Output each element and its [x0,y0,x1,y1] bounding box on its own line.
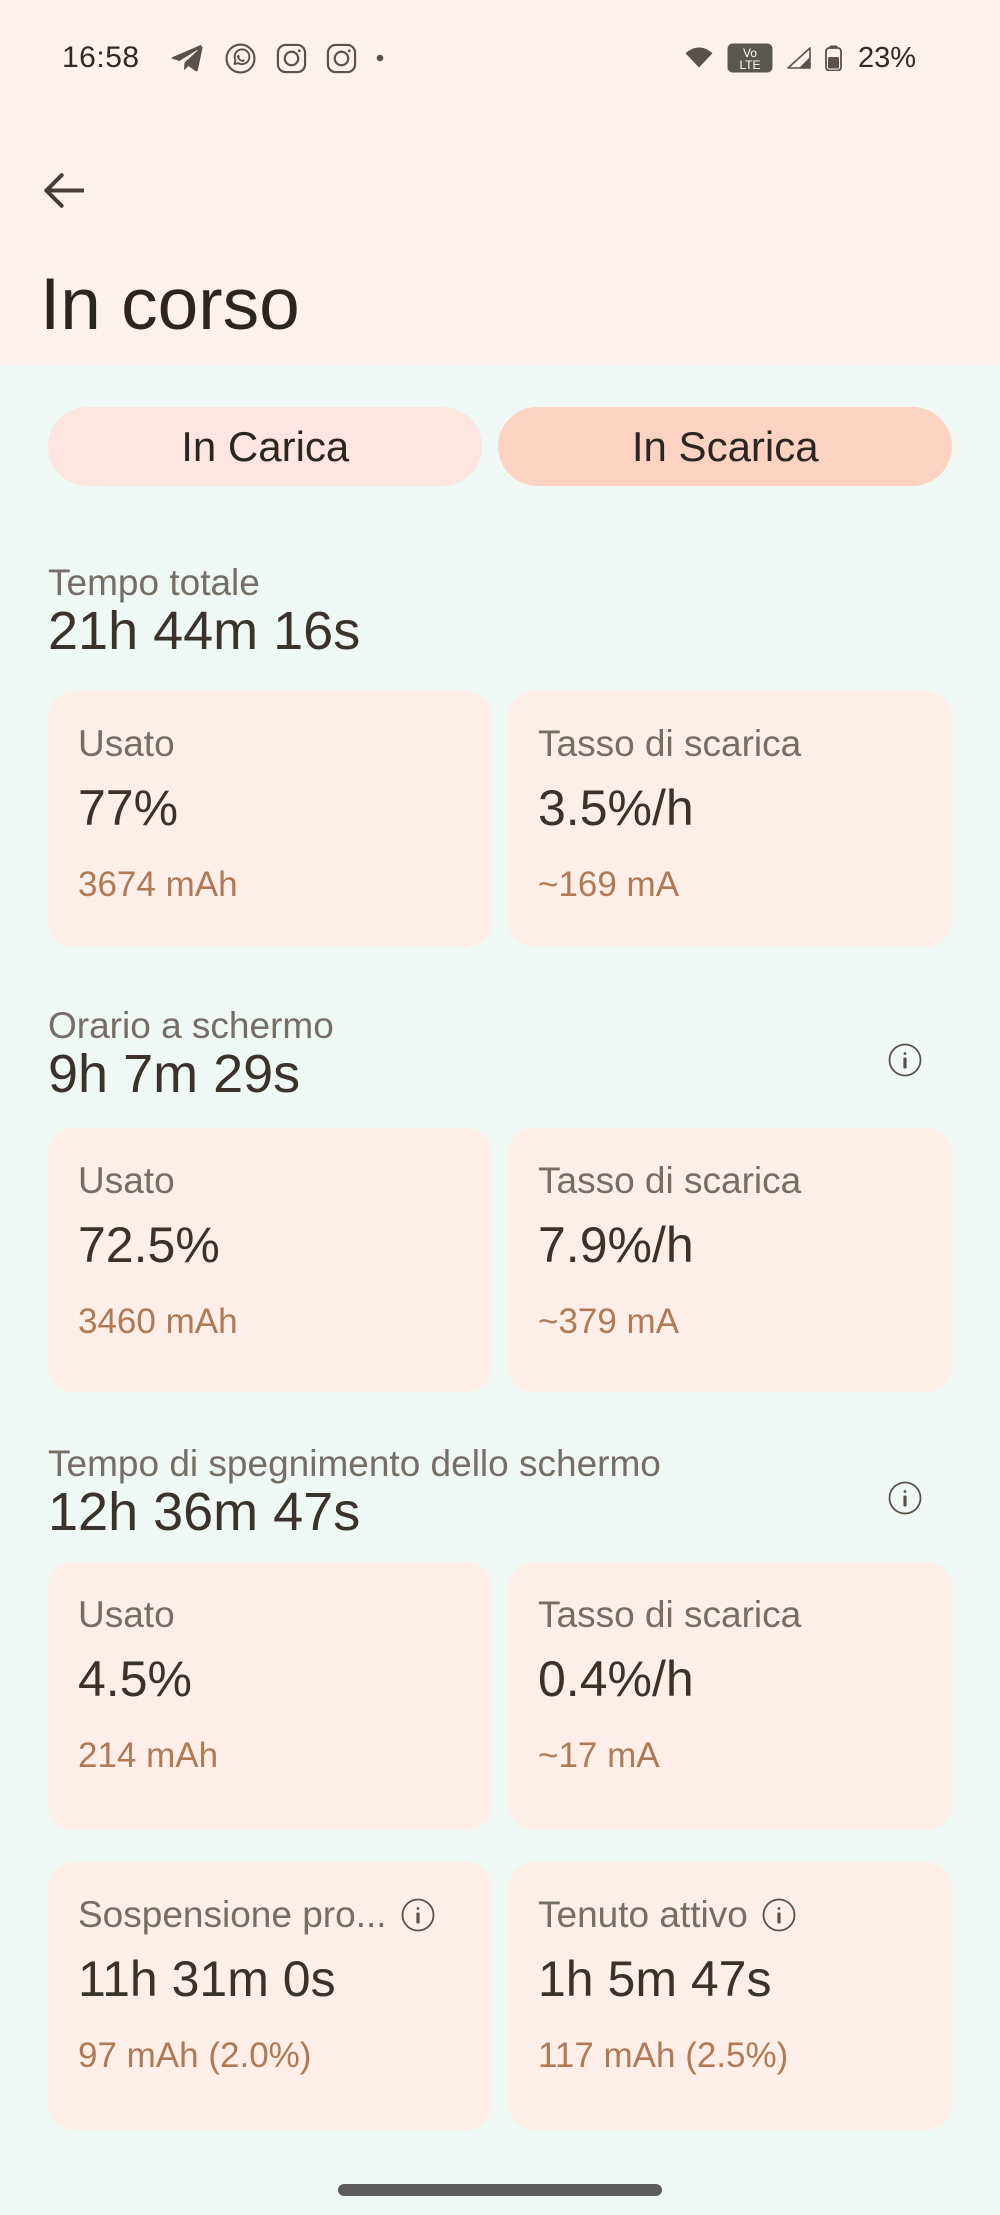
svg-text:LTE: LTE [739,58,760,72]
